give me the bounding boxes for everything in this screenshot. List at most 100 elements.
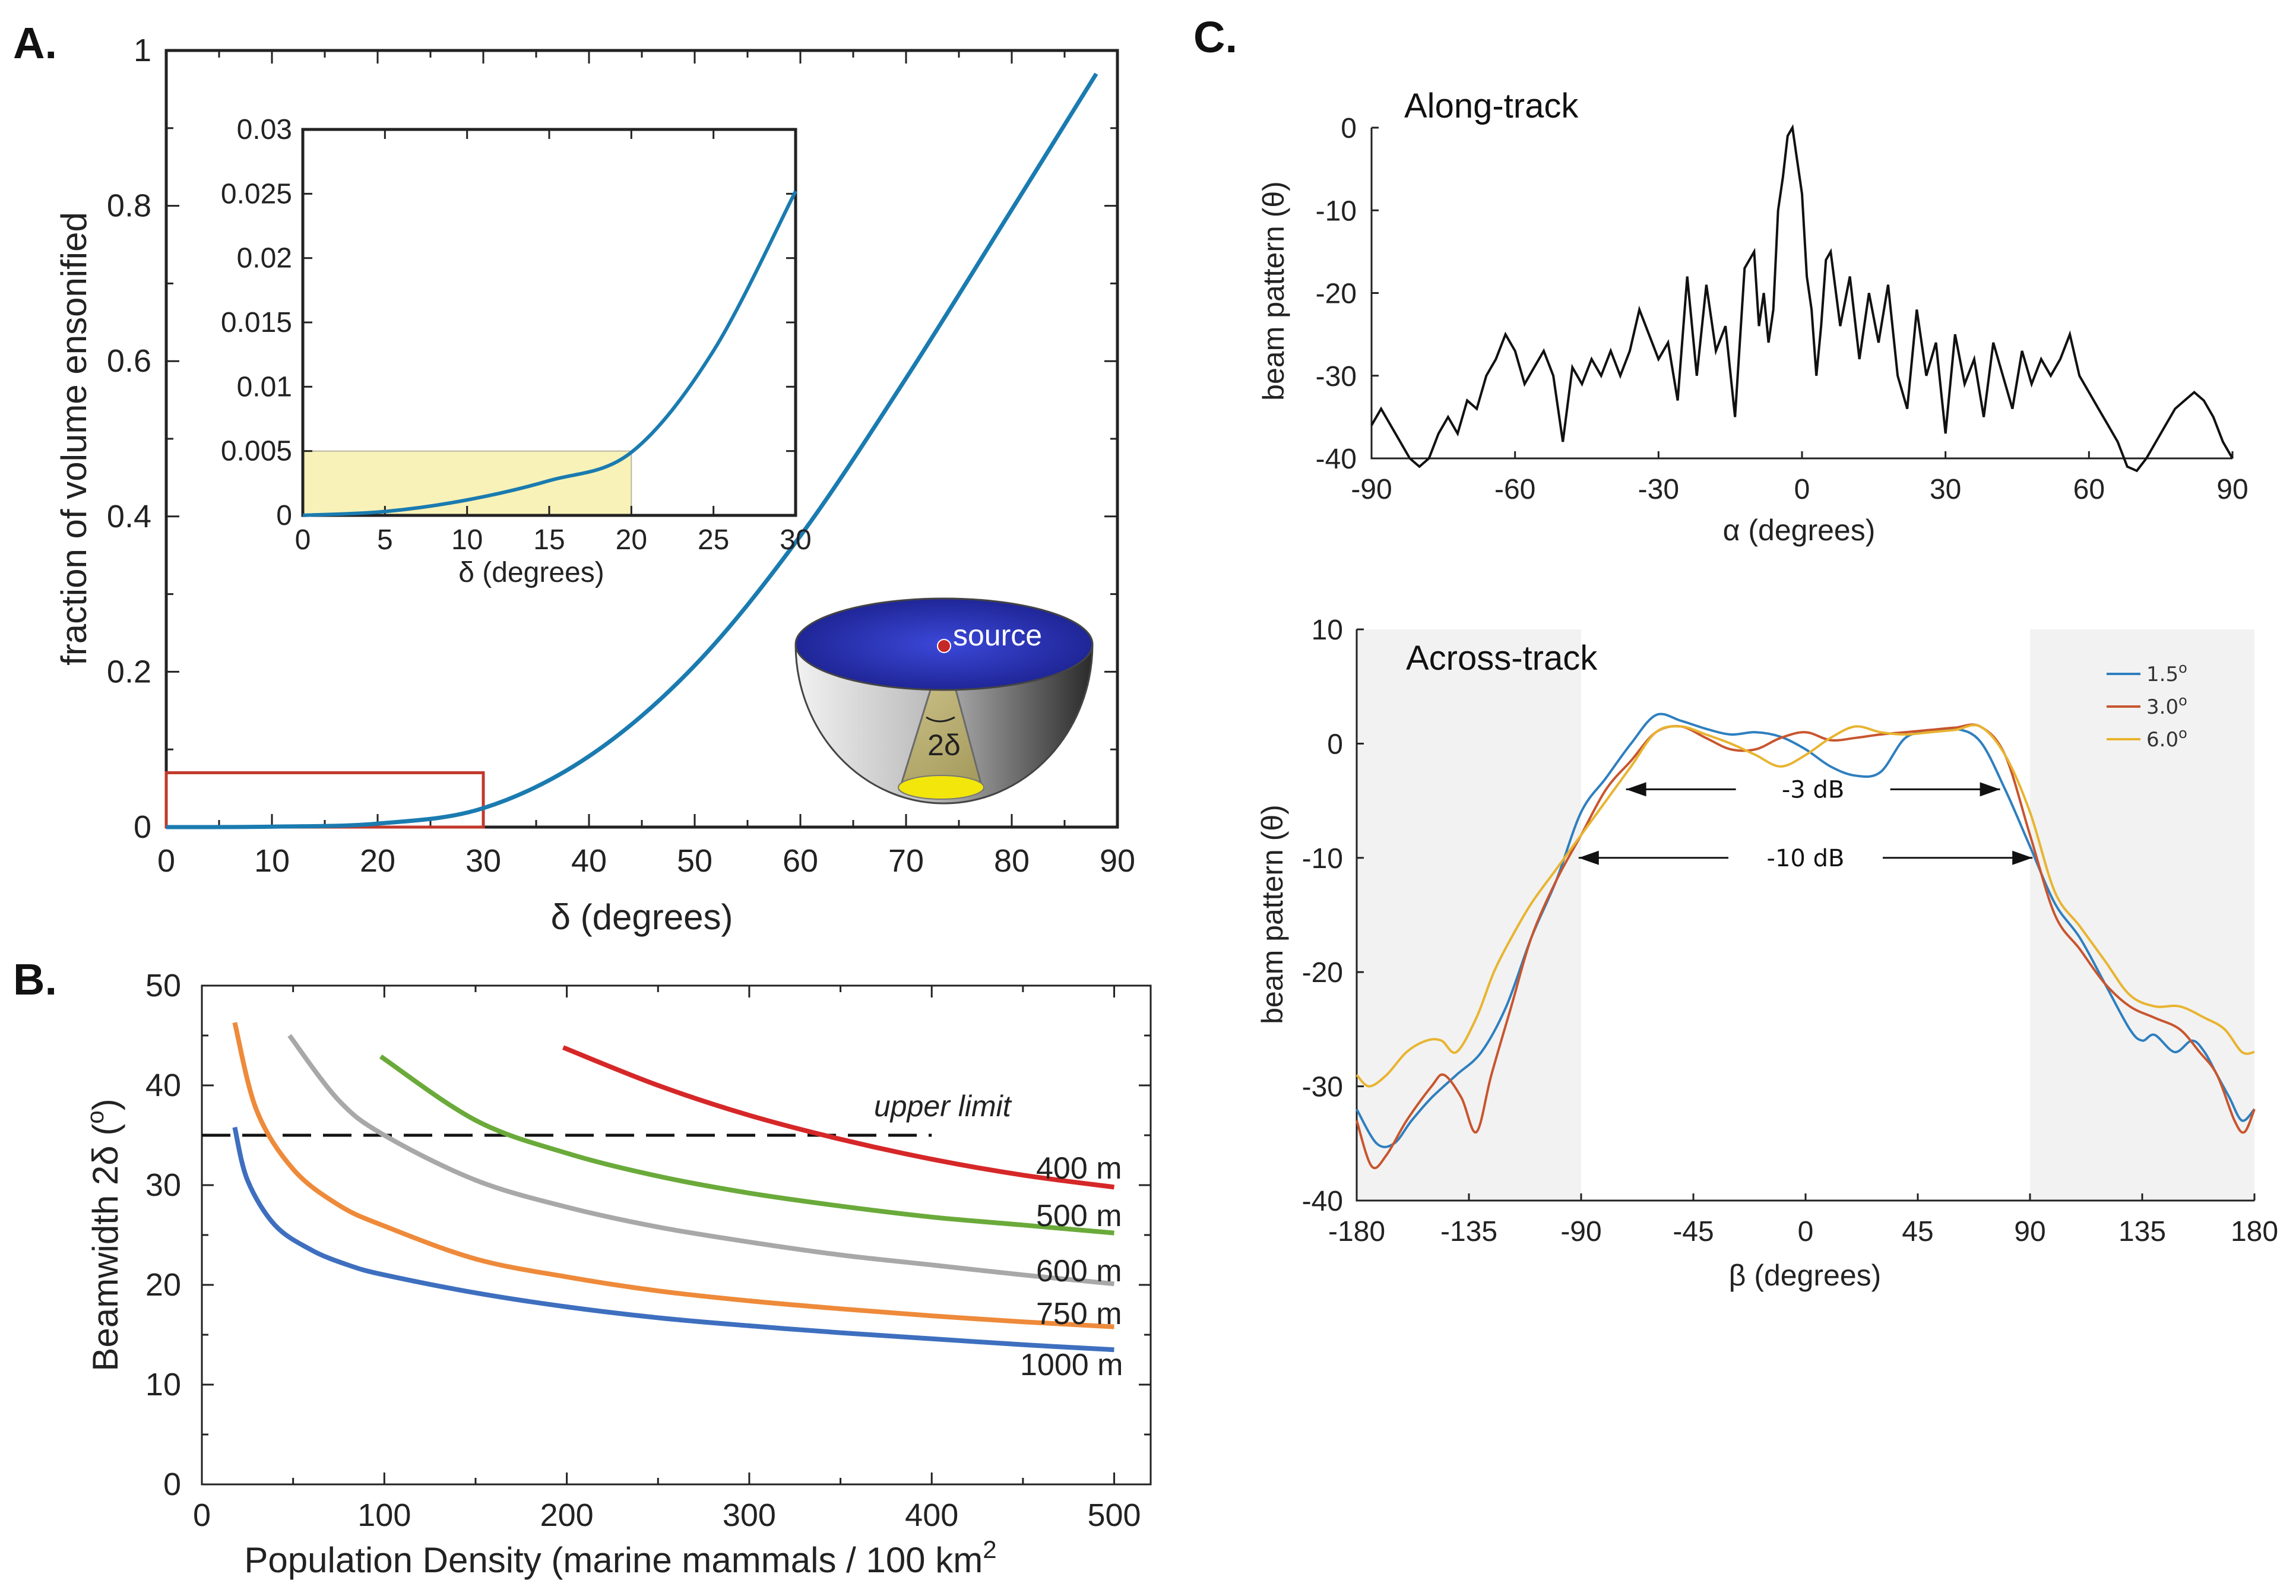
beam-angle-arc	[926, 716, 955, 723]
inset-xtick-labels: 0 5 10 15 20 25 30	[295, 524, 812, 556]
along-track-ylabel: beam pattern (θ)	[1257, 181, 1290, 401]
curve-label: 400 m	[1036, 1151, 1122, 1186]
inset-x-tick-label: 20	[616, 524, 647, 556]
annotation-arrowhead	[1578, 850, 1599, 865]
along-track-xlabel: α (degrees)	[1723, 514, 1876, 547]
panel-b-ylabel-text: Beamwidth 2δ (	[85, 1124, 125, 1372]
legend-label: 6.0o	[2146, 725, 2187, 752]
across-track-axes	[1356, 629, 2254, 1202]
panel-b-chart: upper limit 400 m 500 m 600 m 750 m 1000 m 0…	[83, 968, 1152, 1580]
panel-a-xlabel: δ (degrees)	[551, 897, 733, 937]
inset-curve	[302, 190, 797, 517]
legend-label-value: 3.0	[2146, 695, 2178, 719]
shaded-region	[2030, 629, 2254, 1201]
y-tick-label: -40	[1302, 1186, 1343, 1217]
panel-a-frame	[164, 49, 1119, 829]
annotation-arrowhead	[2012, 850, 2033, 865]
inset-shaded-region	[302, 450, 632, 517]
across-track-ylabel: beam pattern (θ)	[1256, 805, 1289, 1024]
inset-x-tick-label: 0	[295, 524, 311, 556]
x-tick-label: 0	[1798, 1216, 1814, 1247]
curve-label: 750 m	[1036, 1297, 1122, 1331]
across-track-xtick-labels: -180 -135 -90 -45 0 45 90 135 180	[1328, 1216, 2278, 1247]
panel-c-along-track: -90 -60 -30 0 30 60 90 -40 -30 -20 -10 0 Along-tra…	[1257, 87, 2249, 547]
inset-x-tick-label: 25	[698, 524, 729, 556]
x-tick-label: 180	[2231, 1216, 2278, 1247]
y-tick-label: 0	[163, 1467, 181, 1502]
x-tick-label: 90	[2014, 1216, 2045, 1247]
inset-x-tick-label: 30	[780, 524, 811, 556]
legend-label-value: 1.5	[2146, 663, 2178, 686]
legend-label-sup: o	[2178, 660, 2187, 676]
legend-label-sup: o	[2178, 725, 2187, 742]
across-track-annotations: -3 dB -10 dB	[1578, 776, 2033, 872]
inset-y-tick-label: 0.005	[221, 436, 292, 467]
x-tick-label: 100	[357, 1497, 411, 1533]
along-track-ytick-labels: -40 -30 -20 -10 0	[1316, 113, 1357, 475]
y-tick-label: 0	[134, 809, 151, 845]
curve-label: 600 m	[1036, 1254, 1122, 1288]
y-tick-label: -20	[1316, 278, 1357, 310]
annotation-label: -10 dB	[1767, 845, 1845, 872]
x-tick-label: 70	[888, 843, 924, 879]
panel-a-xtick-labels: 0 10 20 30 40 50 60 70 80 90	[157, 843, 1135, 879]
panel-b-xlabel-text: Population Density (marine mammals / 100…	[244, 1540, 983, 1580]
y-tick-label: -10	[1316, 195, 1357, 227]
x-tick-label: 45	[1902, 1216, 1933, 1247]
x-tick-label: -90	[1351, 474, 1392, 505]
y-tick-label: -30	[1302, 1072, 1343, 1103]
across-track-curves	[1356, 712, 2256, 1170]
inset-y-tick-label: 0.02	[237, 243, 292, 274]
x-tick-label: 0	[193, 1497, 211, 1533]
legend-label: 3.0o	[2146, 692, 2187, 719]
inset-x-tick-label: 10	[451, 524, 483, 556]
x-tick-label: -45	[1673, 1216, 1714, 1247]
y-tick-label: 10	[145, 1367, 181, 1402]
inset-frame	[301, 128, 797, 517]
inset-y-tick-label: 0.025	[221, 178, 292, 210]
inset-x-tick-label: 15	[533, 524, 565, 556]
across-curve-0	[1356, 712, 2256, 1148]
annotation-arrowhead	[1980, 782, 2000, 797]
x-tick-label: 40	[571, 843, 607, 879]
across-track-title: Across-track	[1406, 639, 1598, 677]
panel-a-inset: 0 5 10 15 20 25 30 0 0.005 0.01 0.015 0.02 0.025 0.0…	[221, 114, 812, 588]
x-tick-label: 90	[2216, 474, 2248, 505]
beam-angle-label: 2δ	[927, 729, 961, 762]
panel-b-ytick-labels: 0 10 20 30 40 50	[145, 968, 181, 1502]
shaded-region	[1357, 629, 1581, 1201]
panel-b-xtick-labels: 0 100 200 300 400 500	[193, 1497, 1141, 1533]
x-tick-label: 20	[360, 843, 395, 879]
across-track-legend: 1.5o3.0o6.0o	[2107, 660, 2187, 752]
x-tick-label: -30	[1638, 474, 1679, 505]
curve-400m	[562, 1045, 1115, 1190]
y-tick-label: 0	[1327, 729, 1343, 760]
panel-label-c: C.	[1193, 12, 1237, 62]
panel-b-ylabel: Beamwidth 2δ (o)	[83, 1098, 125, 1371]
curve-label: 500 m	[1036, 1199, 1122, 1233]
y-tick-label: 0.8	[107, 188, 151, 224]
across-curve-1	[1356, 723, 2256, 1170]
curve-label: 1000 m	[1020, 1348, 1123, 1382]
x-tick-label: 30	[1930, 474, 1961, 505]
inset-y-tick-label: 0	[276, 500, 292, 531]
curve-1000m	[232, 1126, 1114, 1353]
curve-750m	[232, 1022, 1114, 1329]
x-tick-label: 90	[1100, 843, 1135, 879]
along-track-title: Along-track	[1404, 87, 1579, 125]
source-dot	[937, 639, 951, 653]
inset-y-tick-label: 0.03	[237, 114, 292, 145]
source-label: source	[953, 619, 1042, 652]
volume-fraction-curve	[166, 72, 1098, 829]
beam-footprint	[898, 775, 984, 800]
x-tick-label: 135	[2118, 1216, 2166, 1247]
panel-a-ytick-labels: 0 0.2 0.4 0.6 0.8 1	[107, 33, 151, 845]
x-tick-label: 200	[540, 1497, 594, 1533]
x-tick-label: 10	[254, 843, 290, 879]
legend-label-sup: o	[2178, 692, 2187, 709]
x-tick-label: -60	[1494, 474, 1535, 505]
panel-label-a: A.	[13, 18, 57, 68]
curve-500m	[379, 1054, 1114, 1236]
y-tick-label: 0.6	[107, 343, 151, 379]
curve-600m	[287, 1034, 1114, 1287]
